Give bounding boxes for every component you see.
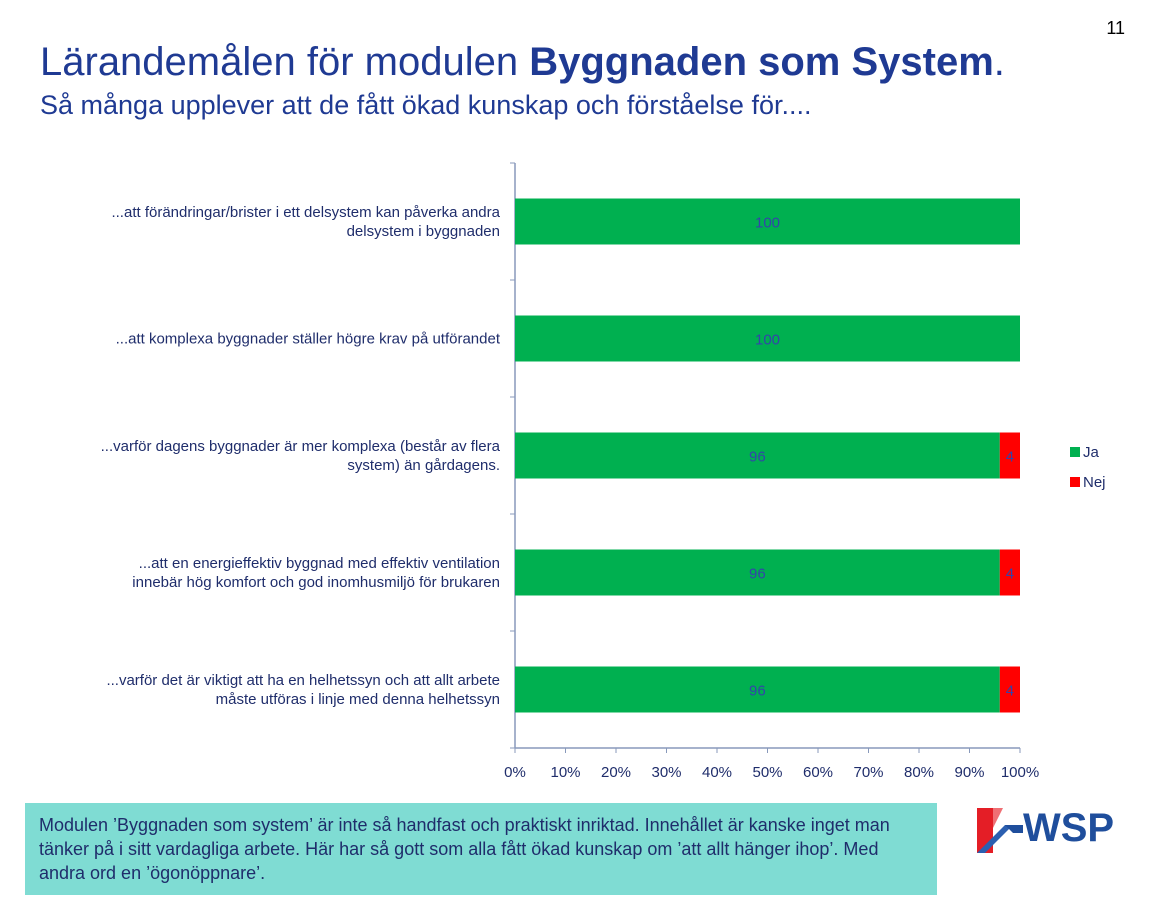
category-label: ...att en energieffektiv byggnad med eff… bbox=[139, 555, 500, 572]
bar-ja bbox=[515, 666, 1000, 713]
data-label: 4 bbox=[1006, 683, 1014, 700]
page-number: 11 bbox=[1106, 18, 1125, 38]
page-subtitle: Så många upplever att de fått ökad kunsk… bbox=[40, 90, 812, 120]
data-label: 96 bbox=[749, 449, 766, 466]
data-label: 96 bbox=[749, 566, 766, 583]
x-tick-label: 10% bbox=[550, 764, 580, 781]
category-label: delsystem i byggnaden bbox=[347, 223, 500, 240]
summary-note: Modulen ’Byggnaden som system’ är inte s… bbox=[25, 803, 937, 895]
category-label: måste utföras i linje med denna helhetss… bbox=[216, 691, 500, 708]
bar-nej bbox=[999, 666, 1020, 713]
x-tick-label: 40% bbox=[702, 764, 732, 781]
legend-swatch-ja bbox=[1070, 447, 1080, 457]
logo-text: WSP bbox=[1023, 806, 1114, 850]
title-suffix: . bbox=[993, 40, 1005, 84]
legend-swatch-nej bbox=[1070, 477, 1080, 487]
logo-blue-shape bbox=[977, 825, 1013, 853]
x-tick-label: 60% bbox=[803, 764, 833, 781]
category-label: ...att förändringar/brister i ett delsys… bbox=[111, 204, 500, 221]
data-label: 4 bbox=[1006, 566, 1014, 583]
data-label: 4 bbox=[1006, 449, 1014, 466]
x-tick-label: 30% bbox=[651, 764, 681, 781]
wsp-logo: WSP bbox=[977, 806, 1114, 853]
logo-pink-shape bbox=[993, 808, 1003, 828]
data-label: 100 bbox=[755, 332, 780, 349]
x-tick-label: 70% bbox=[853, 764, 883, 781]
data-label: 96 bbox=[749, 683, 766, 700]
bar-nej bbox=[999, 549, 1020, 596]
x-tick-label: 50% bbox=[752, 764, 782, 781]
data-label: 100 bbox=[755, 215, 780, 232]
category-label: ...varför dagens byggnader är mer komple… bbox=[101, 438, 501, 455]
bar-ja bbox=[515, 432, 1000, 479]
category-label: ...varför det är viktigt att ha en helhe… bbox=[106, 672, 500, 689]
page-title: Lärandemålen för modulen Byggnaden som S… bbox=[40, 40, 1005, 85]
category-label: innebär hög komfort och god inomhusmiljö… bbox=[132, 574, 500, 591]
stacked-bar-chart: 0% 10% 20% 30% 40% 50% 60% 70% 80% 90% 100% 100 ...a… bbox=[101, 162, 1106, 781]
title-bold: Byggnaden som System bbox=[529, 40, 994, 84]
x-tick-label: 20% bbox=[601, 764, 631, 781]
x-tick-label: 100% bbox=[1001, 764, 1039, 781]
bar-ja bbox=[515, 198, 1020, 245]
bar-ja bbox=[515, 549, 1000, 596]
x-tick-label: 0% bbox=[504, 764, 526, 781]
category-label: system) än gårdagens. bbox=[347, 457, 500, 474]
category-label: ...att komplexa byggnader ställer högre … bbox=[116, 331, 501, 348]
x-tick-label: 80% bbox=[904, 764, 934, 781]
logo-blue-bar bbox=[1005, 825, 1023, 833]
bar-ja bbox=[515, 315, 1020, 362]
title-prefix: Lärandemålen för modulen bbox=[40, 40, 530, 84]
x-tick-label: 90% bbox=[954, 764, 984, 781]
legend-label-ja: Ja bbox=[1083, 444, 1100, 461]
bar-nej bbox=[999, 432, 1020, 479]
legend-label-nej: Nej bbox=[1083, 474, 1106, 491]
